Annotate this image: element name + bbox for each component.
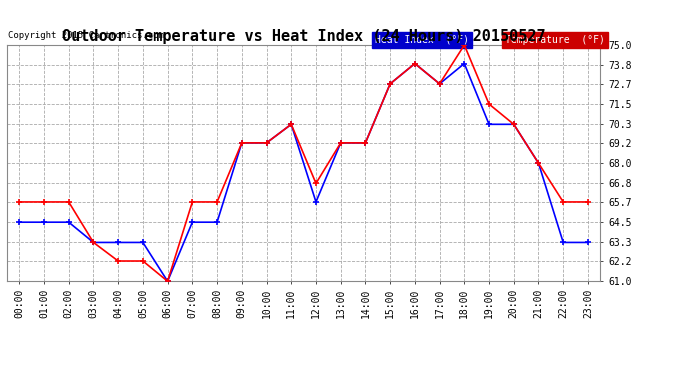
- Title: Outdoor Temperature vs Heat Index (24 Hours) 20150527: Outdoor Temperature vs Heat Index (24 Ho…: [62, 29, 545, 44]
- Text: Heat Index  (°F): Heat Index (°F): [375, 34, 469, 45]
- Text: Copyright 2015 Cartronics.com: Copyright 2015 Cartronics.com: [8, 30, 164, 39]
- Text: Temperature  (°F): Temperature (°F): [505, 34, 605, 45]
